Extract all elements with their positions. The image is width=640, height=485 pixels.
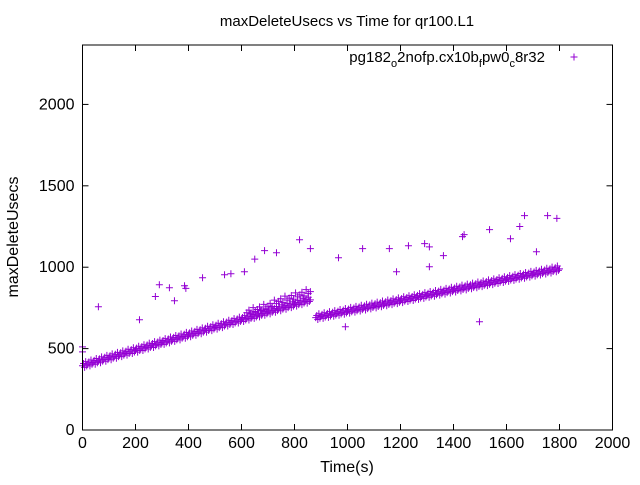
- data-point-outlier: [199, 274, 207, 282]
- y-tick-label: 1000: [39, 259, 75, 276]
- data-point-outlier: [240, 268, 248, 276]
- x-tick-label: 2000: [595, 435, 631, 452]
- data-point: [268, 303, 276, 311]
- chart-title: maxDeleteUsecs vs Time for qr100.L1: [220, 13, 474, 30]
- data-point-outlier: [521, 212, 529, 220]
- data-point: [245, 306, 253, 314]
- x-tick-label: 1400: [436, 435, 472, 452]
- data-point-outlier: [182, 284, 190, 292]
- data-point-outlier: [425, 243, 433, 251]
- y-axis-label: maxDeleteUsecs: [5, 177, 22, 298]
- x-tick-label: 0: [78, 435, 87, 452]
- data-point: [249, 304, 257, 312]
- legend-label-part: f: [479, 58, 483, 70]
- data-point-outlier: [151, 293, 159, 301]
- y-tick-label: 0: [66, 422, 75, 439]
- legend: pg182o2nofp.cx10bfpw0c8r32: [349, 49, 578, 70]
- data-point: [258, 307, 266, 315]
- data-point-outlier: [553, 214, 561, 222]
- legend-label-part: c: [509, 58, 515, 70]
- x-tick-label: 600: [228, 435, 255, 452]
- data-point-outlier: [334, 254, 342, 262]
- data-point-outlier: [359, 245, 367, 253]
- data-point: [302, 286, 310, 294]
- data-point-outlier: [425, 263, 433, 271]
- data-point: [298, 288, 306, 296]
- legend-label-part: o: [391, 58, 397, 70]
- data-point: [247, 310, 255, 318]
- data-point-outlier: [460, 231, 468, 239]
- data-point-outlier: [272, 249, 280, 257]
- data-point: [292, 289, 300, 297]
- data-point-outlier: [544, 212, 552, 220]
- data-point-outlier: [439, 252, 447, 260]
- legend-marker-icon: [570, 53, 578, 61]
- data-point-outlier: [170, 297, 178, 305]
- data-point: [260, 300, 268, 308]
- x-tick-label: 1600: [489, 435, 525, 452]
- data-point-outlier: [296, 236, 304, 244]
- data-point: [279, 298, 287, 306]
- legend-label-part: 2nofp.cx10b: [397, 49, 479, 66]
- x-tick-label: 400: [175, 435, 202, 452]
- data-point: [305, 298, 313, 306]
- legend-label-part: 8r32: [515, 49, 545, 66]
- data-point: [256, 303, 264, 311]
- data-point: [556, 265, 563, 273]
- data-point-outlier: [135, 316, 143, 324]
- legend-label-part: pg182: [349, 49, 391, 66]
- data-point-outlier: [486, 226, 494, 234]
- data-point-outlier: [393, 268, 401, 276]
- data-point-outlier: [94, 303, 102, 311]
- data-point: [554, 266, 562, 274]
- data-point: [300, 292, 308, 300]
- x-tick-label: 1800: [542, 435, 578, 452]
- data-point-outlier: [404, 242, 412, 250]
- x-tick-label: 1000: [330, 435, 366, 452]
- plot-border: [82, 44, 613, 431]
- data-point-outlier: [251, 255, 259, 263]
- data-point-outlier: [306, 245, 314, 253]
- data-point-outlier: [155, 281, 163, 289]
- x-tick-label: 1200: [383, 435, 419, 452]
- data-point: [287, 292, 295, 300]
- data-point-outlier: [165, 284, 173, 292]
- data-point-outlier: [516, 223, 524, 231]
- data-points: [79, 212, 563, 371]
- y-tick-label: 2000: [39, 96, 75, 113]
- legend-label-part: pw0: [482, 49, 510, 66]
- x-axis-label: Time(s): [320, 459, 374, 476]
- legend-label: pg182o2nofp.cx10bfpw0c8r32: [349, 49, 545, 70]
- data-point-outlier: [341, 323, 349, 331]
- data-point-outlier: [532, 248, 540, 256]
- data-point-outlier: [475, 318, 483, 326]
- legend-marker: [570, 53, 578, 61]
- y-tick-label: 1500: [39, 178, 75, 195]
- data-point: [281, 292, 289, 300]
- x-tick-label: 800: [281, 435, 308, 452]
- data-point-outlier: [261, 247, 269, 255]
- data-point-outlier: [506, 235, 514, 243]
- data-point: [306, 288, 314, 296]
- x-tick-label: 200: [122, 435, 149, 452]
- data-point: [306, 296, 314, 304]
- data-point: [289, 295, 297, 303]
- data-point-outlier: [221, 271, 229, 279]
- data-point-outlier: [421, 240, 429, 248]
- data-point: [277, 295, 285, 303]
- data-point-outlier: [227, 270, 235, 278]
- data-point-outlier: [385, 245, 393, 253]
- y-tick-label: 500: [48, 341, 75, 358]
- axis-ticks: 0 200 400 600 800 1000 1200 1400 1600 1800 2000 0 50…: [39, 45, 630, 452]
- data-point: [270, 296, 278, 304]
